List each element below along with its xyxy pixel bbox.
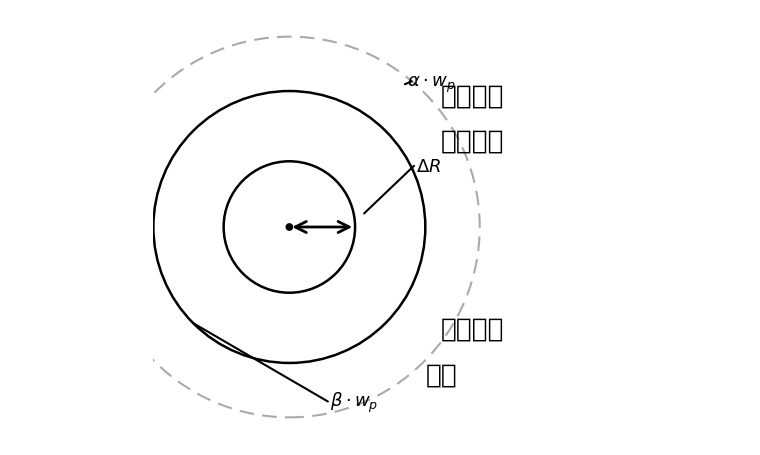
Text: 障碍作用: 障碍作用	[442, 83, 505, 109]
Text: $\beta \cdot w_p$: $\beta \cdot w_p$	[330, 389, 378, 414]
Text: $\Delta R$: $\Delta R$	[416, 157, 442, 176]
Text: 场强: 场强	[426, 362, 457, 388]
Text: $\alpha \cdot w_p$: $\alpha \cdot w_p$	[407, 75, 456, 95]
Text: 障碍边缘: 障碍边缘	[442, 316, 505, 342]
Text: 区域场强: 区域场强	[442, 129, 505, 155]
Circle shape	[287, 224, 293, 231]
